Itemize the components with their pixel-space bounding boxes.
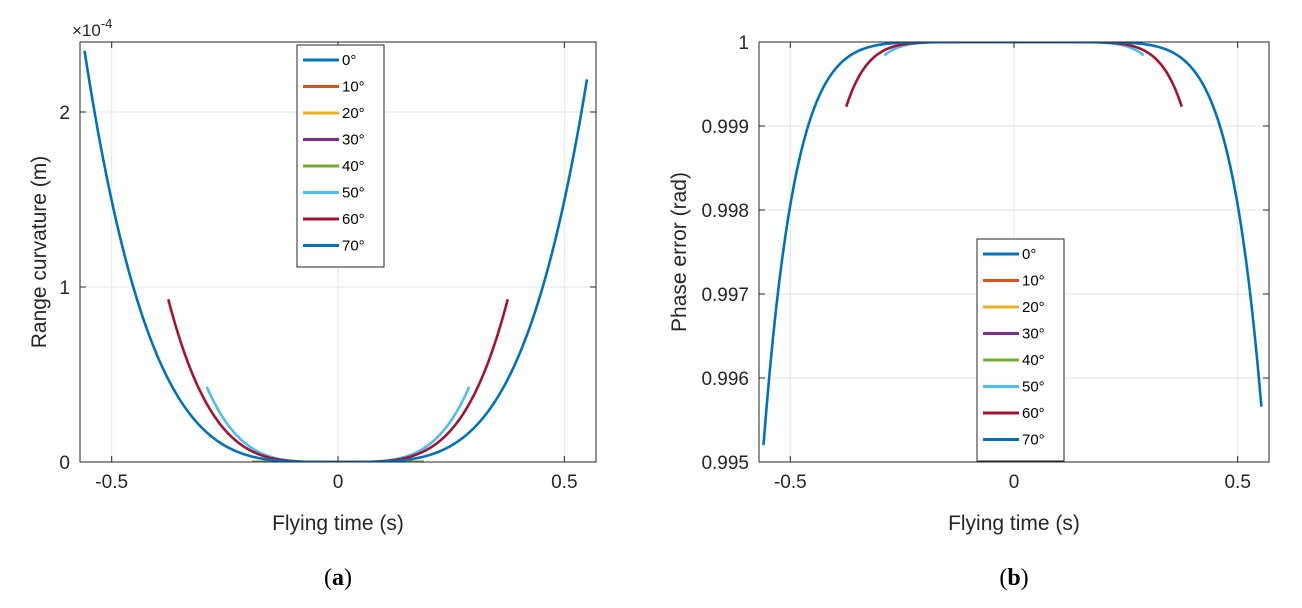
- legend-a: 0° 10° 20° 30° 40° 50° 60° 70°: [296, 44, 385, 268]
- legend-label: 0°: [342, 52, 356, 69]
- series-line-6: [167, 298, 509, 462]
- legend-label: 50°: [1022, 379, 1045, 396]
- y-tick-label: 0.998: [701, 201, 749, 222]
- y-tick-label: 0.995: [701, 453, 749, 474]
- series-line-6: [845, 42, 1183, 108]
- legend-box: [976, 238, 1065, 462]
- legend-b: 0° 10° 20° 30° 40° 50° 60° 70°: [976, 238, 1065, 462]
- legend-label: 20°: [1022, 299, 1045, 316]
- legend-label: 60°: [1022, 405, 1045, 422]
- series-line-7: [83, 50, 589, 462]
- y-tick-label: 1: [738, 33, 749, 54]
- legend-label: 40°: [342, 158, 365, 175]
- series-group-b: [762, 42, 1263, 446]
- series-line-7: [762, 42, 1263, 446]
- legend-label: 10°: [1022, 273, 1045, 290]
- x-tick-label: 0.5: [551, 472, 577, 493]
- legend-box: [296, 44, 385, 268]
- legend-label: 40°: [1022, 352, 1045, 369]
- legend-label: 20°: [342, 105, 365, 122]
- legend-label: 70°: [342, 238, 365, 255]
- legend-label: 50°: [342, 185, 365, 202]
- y-tick-label: 0.999: [701, 117, 749, 138]
- panel-b: -0.5 0 0.5 0.995 0.996 0.997 0.998 0.999 1 Flyin…: [668, 33, 1270, 591]
- y-tick-label: 1: [59, 278, 70, 299]
- ticks-b: -0.5 0 0.5 0.995 0.996 0.997 0.998 0.999 1: [701, 33, 1269, 493]
- legend-label: 70°: [1022, 432, 1045, 449]
- y-axis-label-b: Phase error (rad): [668, 172, 691, 332]
- y-tick-label: 2: [59, 103, 70, 124]
- x-tick-label: 0: [333, 472, 344, 493]
- y-axis-label-a: Range curvature (m): [28, 156, 51, 349]
- legend-label: 30°: [1022, 326, 1045, 343]
- x-tick-label: -0.5: [774, 472, 807, 493]
- x-axis-label-b: Flying time (s): [948, 512, 1080, 535]
- caption-a: (a): [324, 565, 352, 591]
- x-tick-label: 0.5: [1224, 472, 1250, 493]
- legend-label: 0°: [1022, 246, 1036, 263]
- legend-label: 10°: [342, 79, 365, 96]
- exponent-a: ×10-4: [72, 16, 112, 40]
- legend-label: 30°: [342, 132, 365, 149]
- ticks-a: -0.5 0 0.5 0 1 2: [59, 42, 596, 493]
- y-tick-label: 0.997: [701, 285, 749, 306]
- y-tick-label: 0.996: [701, 369, 749, 390]
- x-axis-label-a: Flying time (s): [272, 512, 404, 535]
- legend-label: 60°: [342, 211, 365, 228]
- y-tick-label: 0: [59, 453, 70, 474]
- caption-b: (b): [999, 565, 1028, 591]
- series-line-5: [205, 386, 471, 462]
- series-group-a: [83, 50, 589, 462]
- panel-a: -0.5 0 0.5 0 1 2 ×10-4 Flying time (s) Range …: [28, 16, 597, 591]
- x-tick-label: 0: [1009, 472, 1020, 493]
- x-tick-label: -0.5: [95, 472, 128, 493]
